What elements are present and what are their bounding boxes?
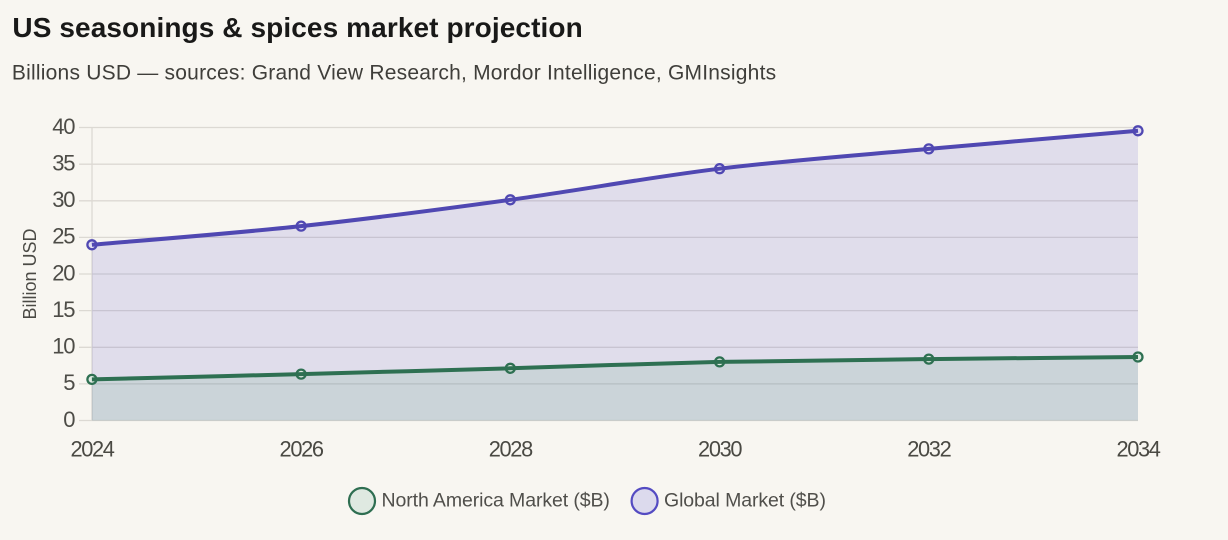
svg-text:North America Market ($B): North America Market ($B) xyxy=(382,489,610,511)
svg-text:30: 30 xyxy=(52,187,75,212)
svg-text:0: 0 xyxy=(63,407,75,432)
svg-text:25: 25 xyxy=(52,224,75,249)
svg-text:2034: 2034 xyxy=(1116,437,1160,462)
svg-text:15: 15 xyxy=(52,297,75,322)
svg-text:Billions USD — sources: Grand: Billions USD — sources: Grand View Resea… xyxy=(12,62,776,85)
svg-text:5: 5 xyxy=(63,370,75,395)
svg-text:US seasonings & spices market: US seasonings & spices market projection xyxy=(12,12,582,43)
svg-text:2024: 2024 xyxy=(70,437,114,462)
svg-text:2028: 2028 xyxy=(489,437,533,462)
svg-text:20: 20 xyxy=(52,260,75,285)
svg-text:2030: 2030 xyxy=(698,437,742,462)
svg-text:Billion USD: Billion USD xyxy=(20,228,40,319)
svg-text:2032: 2032 xyxy=(907,437,951,462)
svg-text:Global Market ($B): Global Market ($B) xyxy=(664,489,826,511)
svg-text:10: 10 xyxy=(52,334,75,359)
svg-text:40: 40 xyxy=(52,114,75,139)
svg-text:35: 35 xyxy=(52,151,75,176)
svg-text:2026: 2026 xyxy=(280,437,324,462)
